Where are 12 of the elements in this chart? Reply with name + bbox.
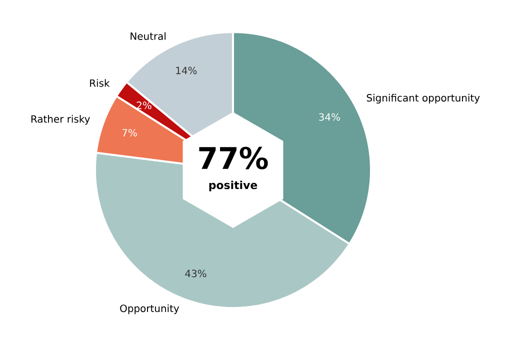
data-label: 2% [136, 102, 152, 110]
slice-label: Significant opportunity [366, 94, 480, 104]
data-label: 7% [122, 128, 137, 137]
data-label: 14% [176, 66, 197, 74]
data-label: 43% [185, 270, 206, 278]
slice-label: Neutral [130, 32, 166, 40]
text: 77% [199, 146, 268, 170]
slice-label: Risk [90, 79, 110, 87]
slice-label: Rather risky [31, 115, 90, 125]
text: positive [209, 180, 258, 192]
data-label: 34% [319, 113, 340, 121]
slice-label: Opportunity [120, 304, 180, 314]
